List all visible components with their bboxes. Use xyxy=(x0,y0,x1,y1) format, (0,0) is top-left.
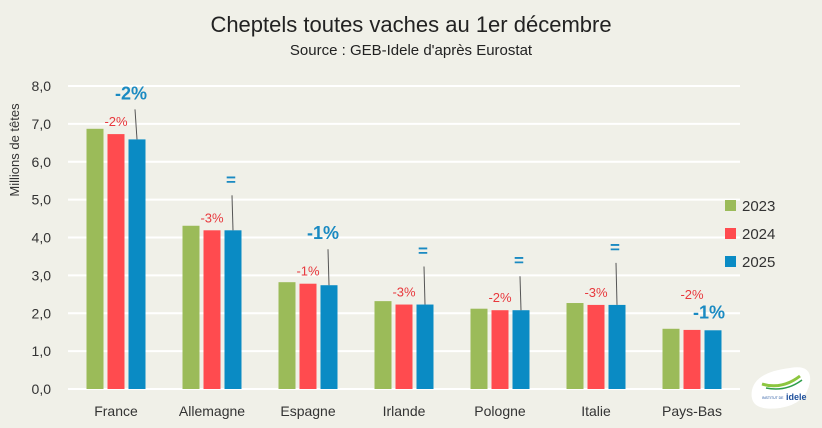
annotation-2024: -3% xyxy=(200,210,224,225)
annotation-2024: -1% xyxy=(296,264,320,279)
bar-2024 xyxy=(491,310,509,389)
leader-line xyxy=(519,276,522,311)
x-tick-label: France xyxy=(94,403,138,419)
bar-2024 xyxy=(587,304,605,389)
y-tick-label: 5,0 xyxy=(32,192,52,208)
leader-line xyxy=(327,249,330,286)
annotation-2024: -2% xyxy=(680,287,704,302)
chart-title: Cheptels toutes vaches au 1er décembre xyxy=(210,12,611,37)
legend-swatch-2025 xyxy=(725,256,736,267)
x-tick-label: Italie xyxy=(581,403,611,419)
leader-line xyxy=(231,195,234,231)
y-tick-label: 4,0 xyxy=(32,230,52,246)
annotation-2025: -1% xyxy=(307,223,339,243)
legend-label: 2025 xyxy=(742,254,775,271)
y-tick-label: 6,0 xyxy=(32,154,52,170)
idele-logo: idele INSTITUT DE xyxy=(751,367,811,409)
bar-2025 xyxy=(416,304,434,389)
annotation-2025: -1% xyxy=(693,302,725,322)
bar-2025 xyxy=(704,330,722,389)
bar-2023 xyxy=(86,128,104,389)
leader-line xyxy=(615,262,618,305)
x-tick-label: Allemagne xyxy=(179,403,245,419)
bar-2025 xyxy=(608,304,626,389)
y-tick-label: 0,0 xyxy=(32,381,52,397)
bar-2023 xyxy=(566,303,584,389)
svg-text:INSTITUT DE: INSTITUT DE xyxy=(762,396,784,400)
annotation-2025: -2% xyxy=(115,83,147,103)
legend-label: 2024 xyxy=(742,226,775,243)
annotation-2024: -2% xyxy=(104,114,128,129)
annotation-2024: -2% xyxy=(488,290,512,305)
y-axis-label: Millions de têtes xyxy=(7,103,22,197)
leader-line xyxy=(423,266,426,305)
bar-2025 xyxy=(224,230,242,389)
annotation-2025: = xyxy=(418,242,428,261)
x-tick-label: Espagne xyxy=(280,403,335,419)
bar-2023 xyxy=(662,328,680,389)
y-tick-label: 2,0 xyxy=(32,305,52,321)
legend-swatch-2024 xyxy=(725,228,736,239)
annotation-2025: = xyxy=(610,238,620,257)
y-tick-label: 8,0 xyxy=(32,78,52,94)
bar-2023 xyxy=(278,282,296,389)
annotation-2024: -3% xyxy=(392,285,416,300)
svg-text:idele: idele xyxy=(786,392,807,402)
bar-2025 xyxy=(512,310,530,389)
annotation-2025: = xyxy=(514,251,524,270)
leader-line xyxy=(134,109,138,140)
bar-2025 xyxy=(320,285,338,389)
bar-2023 xyxy=(182,225,200,389)
bar-2024 xyxy=(299,283,317,389)
annotation-2025: = xyxy=(226,170,236,189)
bar-2025 xyxy=(128,139,146,389)
x-tick-label: Pologne xyxy=(474,403,526,419)
legend-swatch-2023 xyxy=(725,200,736,211)
bar-2023 xyxy=(470,308,488,389)
bar-2024 xyxy=(203,230,221,389)
bar-2024 xyxy=(395,304,413,389)
y-tick-label: 7,0 xyxy=(32,116,52,132)
legend-label: 2023 xyxy=(742,198,775,215)
chart-subtitle: Source : GEB-Idele d'après Eurostat xyxy=(290,42,533,59)
annotation-2024: -3% xyxy=(584,285,608,300)
y-tick-label: 3,0 xyxy=(32,267,52,283)
x-tick-label: Irlande xyxy=(383,403,426,419)
y-tick-label: 1,0 xyxy=(32,343,52,359)
x-tick-label: Pays-Bas xyxy=(662,403,722,419)
bar-2024 xyxy=(683,329,701,389)
bar-2024 xyxy=(107,134,125,389)
bar-2023 xyxy=(374,301,392,389)
